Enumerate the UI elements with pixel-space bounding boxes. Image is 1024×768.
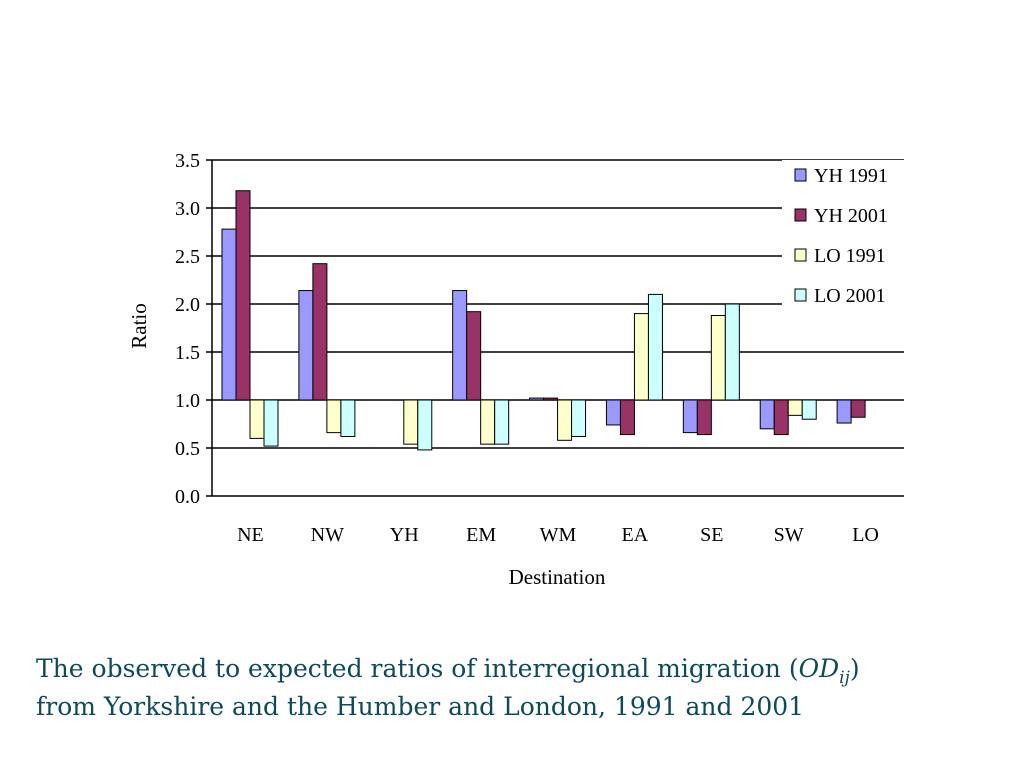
bar-nw-lo-2001 [340, 399, 356, 437]
y-tick-label: 1.0 [175, 390, 200, 412]
migration-ratio-chart: 0.0 0.5 1.0 1.5 2.0 2.5 3.0 3.5 NE NW YH EM WM EA SE SW… [127, 150, 906, 589]
bar-yh-lo-1991 [403, 399, 419, 445]
bar-se-yh-2001 [696, 399, 712, 436]
legend-entry: YH 1991 [814, 165, 888, 187]
bar-sw-yh-1991 [759, 399, 775, 430]
bar-lo-yh-2001 [850, 399, 866, 418]
legend-swatch [794, 288, 807, 302]
bar-se-lo-2001 [724, 303, 740, 401]
bar-se-yh-1991 [682, 399, 698, 434]
legend-background [782, 160, 906, 310]
axes: 0.0 0.5 1.0 1.5 2.0 2.5 3.0 3.5 NE NW YH EM WM EA SE SW… [175, 150, 904, 546]
legend-entry: LO 2001 [814, 285, 886, 307]
y-tick-label: 3.0 [175, 198, 200, 220]
x-axis-label: Destination [509, 565, 606, 589]
legend-swatch [794, 208, 807, 222]
bar-ea-yh-2001 [619, 399, 635, 436]
bar-ne-yh-1991 [221, 228, 237, 401]
bar-em-yh-2001 [466, 311, 482, 401]
bars [221, 190, 866, 451]
bar-wm-yh-2001 [543, 397, 559, 401]
bar-ne-yh-2001 [235, 190, 251, 401]
bar-wm-yh-1991 [529, 397, 545, 401]
bar-sw-yh-2001 [773, 399, 789, 436]
bar-ea-lo-2001 [647, 293, 663, 401]
bar-ne-lo-1991 [249, 399, 265, 439]
bar-nw-lo-1991 [326, 399, 342, 434]
x-tick-label: EA [622, 524, 649, 546]
y-tick-label: 3.5 [175, 150, 200, 172]
legend-entry: LO 1991 [814, 245, 886, 267]
y-tick-label: 0.0 [175, 486, 200, 508]
bar-ne-lo-2001 [263, 399, 279, 447]
y-tick-label: 2.5 [175, 246, 200, 268]
legend-entry: YH 2001 [814, 205, 888, 227]
caption-od: OD [798, 654, 840, 683]
bar-wm-lo-2001 [571, 399, 587, 437]
bar-ea-yh-1991 [605, 399, 621, 426]
bar-em-lo-2001 [494, 399, 510, 445]
bar-ea-lo-1991 [633, 313, 649, 401]
legend-swatch [794, 168, 807, 182]
bar-nw-yh-2001 [312, 263, 328, 401]
x-tick-label: SE [700, 524, 723, 546]
bar-se-lo-1991 [710, 315, 726, 401]
bar-sw-lo-2001 [801, 399, 817, 420]
y-tick-label: 2.0 [175, 294, 200, 316]
bar-nw-yh-1991 [298, 290, 314, 401]
bar-wm-lo-1991 [557, 399, 573, 441]
x-tick-label: WM [540, 524, 577, 546]
x-tick-label: EM [466, 524, 496, 546]
legend-swatch [794, 248, 807, 262]
x-tick-label: NE [237, 524, 264, 546]
bar-em-yh-1991 [452, 290, 468, 401]
bar-em-lo-1991 [480, 399, 496, 445]
y-axis-label: Ratio [127, 303, 151, 349]
caption-line-1: The observed to expected ratios of inter… [36, 650, 996, 688]
legend: YH 1991 YH 2001 LO 1991 LO 2001 [782, 160, 906, 310]
figure-caption: The observed to expected ratios of inter… [36, 650, 996, 726]
x-tick-label: NW [311, 524, 344, 546]
y-tick-label: 1.5 [175, 342, 200, 364]
bar-sw-lo-1991 [787, 399, 803, 416]
x-tick-label: SW [774, 524, 804, 546]
y-tick-label: 0.5 [175, 438, 200, 460]
caption-text-1-end: ) [849, 654, 860, 683]
x-tick-label: YH [390, 524, 419, 546]
caption-od-subscript: ij [839, 668, 850, 688]
caption-line-2: from Yorkshire and the Humber and London… [36, 692, 805, 721]
bar-lo-yh-1991 [836, 399, 852, 424]
x-tick-label: LO [852, 524, 879, 546]
caption-text-1: The observed to expected ratios of inter… [36, 654, 799, 683]
bar-yh-lo-2001 [417, 399, 433, 451]
